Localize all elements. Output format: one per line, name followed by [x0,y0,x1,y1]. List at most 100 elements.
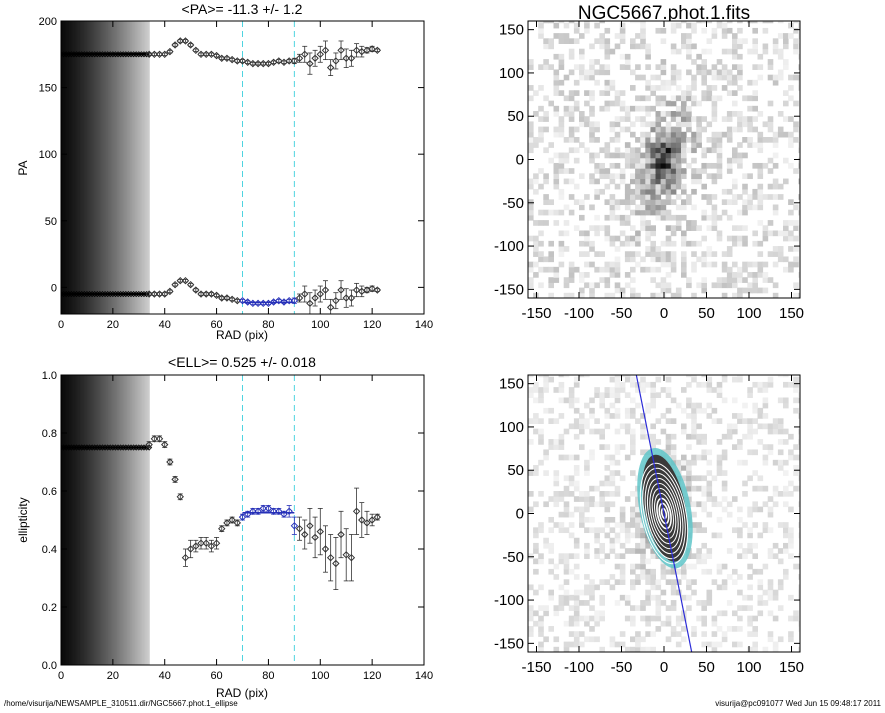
image-pixel [762,162,769,169]
image-pixel [747,532,753,539]
image-pixel [645,402,651,409]
image-pixel [568,209,575,216]
image-pixel [589,173,595,180]
image-pixel [788,381,794,388]
image-pixel [665,407,672,414]
image-pixel [788,261,794,268]
image-pixel [706,496,713,502]
image-pixel [614,282,621,289]
image-pixel [670,157,677,164]
image-pixel [788,142,794,148]
image-pixel [706,449,713,456]
image-pixel [701,553,707,560]
image-pixel [553,126,560,133]
image-pixel [696,558,702,565]
image-pixel [573,433,580,440]
image-pixel [660,116,667,122]
image-pixel [711,475,718,482]
image-pixel [696,142,702,148]
image-pixel [798,563,800,570]
image-pixel [604,79,611,86]
image-pixel [630,209,636,216]
image-pixel [793,407,799,414]
image-pixel [609,173,616,180]
image-pixel [645,53,651,60]
image-pixel [772,230,779,237]
image-pixel [721,485,728,492]
image-pixel [665,387,672,393]
image-pixel [563,157,570,164]
data-point [176,493,184,501]
image-pixel [742,116,748,122]
image-pixel [777,548,784,554]
image-pixel [767,636,774,643]
image-pixel [788,266,794,273]
image-pixel [579,496,585,502]
y-tick-label: -50 [502,549,524,566]
image-pixel [630,413,636,419]
image-pixel [686,594,692,601]
image-pixel [614,392,621,399]
image-pixel [563,230,570,237]
image-pixel [533,428,539,435]
image-pixel [635,147,641,154]
image-pixel [747,449,753,456]
image-pixel [696,21,702,24]
image-pixel [548,256,554,263]
image-pixel [563,282,570,289]
image-pixel [762,272,769,278]
image-pixel [584,496,590,502]
image-pixel [706,490,713,497]
image-pixel [788,235,794,242]
image-pixel [553,272,560,278]
image-pixel [543,636,549,643]
image-pixel [716,610,723,617]
image-pixel [594,636,600,643]
image-pixel [563,594,570,601]
image-pixel [573,574,580,580]
image-pixel [721,282,728,289]
image-pixel [553,496,560,502]
image-pixel [752,501,758,508]
image-pixel [670,48,677,55]
image-pixel [706,641,713,648]
image-pixel [528,131,534,138]
image-pixel [568,568,575,575]
image-pixel [635,95,641,102]
image-pixel [548,199,554,206]
image-pixel [604,506,611,513]
image-pixel [609,152,616,159]
y-tick-label: 1.0 [42,370,57,382]
image-pixel [711,131,718,138]
image-pixel [548,266,554,273]
image-pixel [619,230,626,237]
image-pixel [568,522,575,528]
image-pixel [635,64,641,70]
data-point [347,553,356,562]
image-pixel [681,230,687,237]
image-pixel [599,105,605,112]
image-pixel [573,157,580,164]
image-pixel [568,90,575,96]
image-pixel [619,22,626,29]
image-pixel [737,235,743,242]
image-pixel [711,282,718,289]
image-pixel [630,407,636,414]
image-pixel [614,444,621,450]
image-pixel [579,111,585,117]
image-pixel [757,387,764,393]
image-pixel [701,235,707,242]
image-pixel [752,38,758,45]
image-pixel [655,147,662,154]
image-pixel [793,168,799,174]
image-pixel [772,194,779,200]
image-pixel [742,277,748,283]
image-pixel [624,527,631,534]
image-pixel [548,282,554,289]
image-pixel [772,428,779,435]
image-pixel [635,501,641,508]
image-pixel [747,48,753,55]
image-pixel [579,64,585,70]
image-pixel [630,376,636,383]
image-pixel [528,85,534,91]
